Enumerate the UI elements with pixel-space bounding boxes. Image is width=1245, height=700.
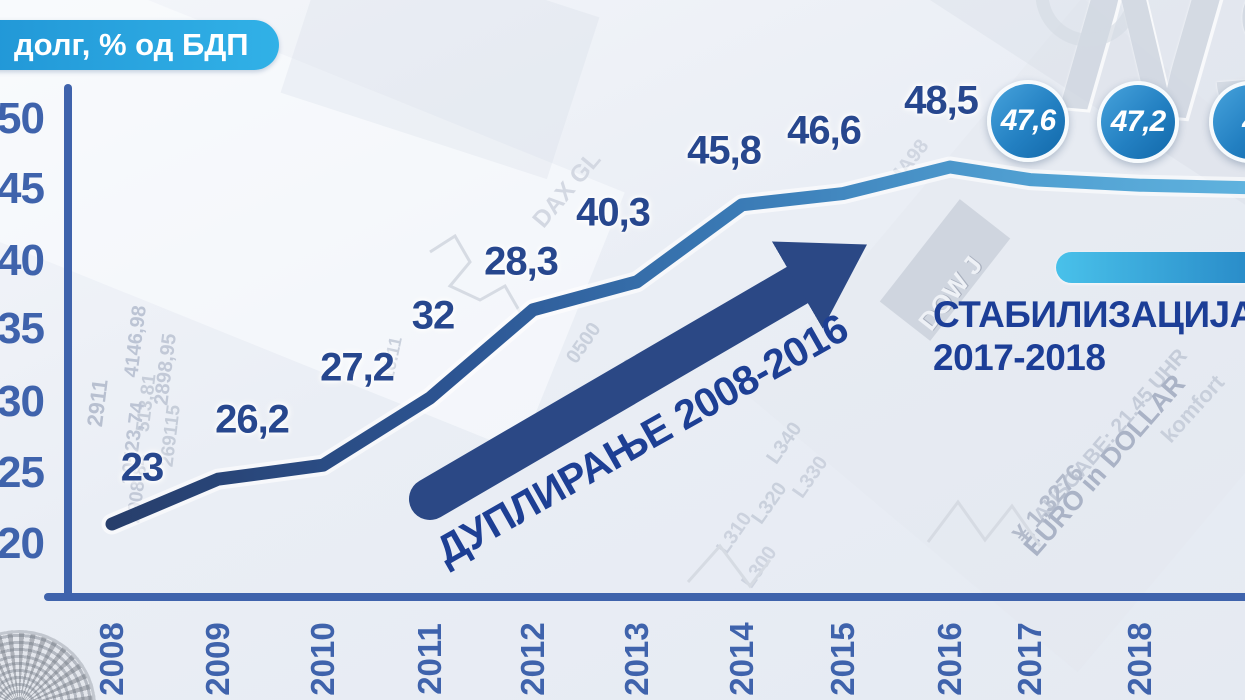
x-tick-label-2014: 2014: [723, 622, 760, 696]
chart-title-text: долг, % од БДП: [14, 27, 249, 62]
point-label-2011: 32: [411, 293, 455, 338]
stabilization-label: СТАБИЛИЗАЦИЈА 2017-2018: [933, 294, 1245, 380]
stabilization-label-line1: СТАБИЛИЗАЦИЈА: [933, 294, 1245, 335]
doubling-arrow: [409, 241, 867, 520]
point-label-2009: 26,2: [215, 397, 290, 442]
x-tick-label-2009: 2009: [199, 622, 236, 696]
y-tick-label: 20: [0, 519, 45, 568]
point-label-2014: 45,8: [687, 128, 762, 173]
x-tick-label-2016: 2016: [931, 622, 968, 696]
x-tick-label-2008: 2008: [93, 622, 130, 696]
y-tick-label: 40: [0, 236, 45, 285]
chart-title-badge: долг, % од БДП: [0, 20, 279, 70]
y-tick-label: 25: [0, 448, 45, 497]
x-tick-label-2018: 2018: [1121, 622, 1158, 696]
x-tick-label-2012: 2012: [514, 622, 551, 696]
y-tick-label: 30: [0, 377, 45, 426]
y-tick-label: 50: [0, 94, 45, 143]
y-tick-label: 45: [0, 164, 45, 213]
point-label-2015: 46,6: [787, 108, 862, 153]
point-badge-2017: 47,6: [987, 80, 1069, 162]
point-badge-2018: 47,2: [1097, 81, 1179, 163]
x-tick-label-2015: 2015: [824, 622, 861, 696]
stabilization-label-line2: 2017-2018: [933, 336, 1106, 378]
x-tick-label-2011: 2011: [411, 623, 448, 695]
point-label-2012: 28,3: [484, 239, 559, 284]
x-tick-label-2010: 2010: [304, 622, 341, 696]
stabilization-bar: [1056, 252, 1245, 283]
y-tick-label: 35: [0, 304, 45, 353]
point-label-2013: 40,3: [576, 190, 651, 235]
x-tick-label-2013: 2013: [618, 622, 655, 696]
point-label-2016: 48,5: [904, 78, 979, 123]
point-label-2008: 23: [120, 445, 164, 490]
point-label-2010: 27,2: [320, 345, 395, 390]
x-tick-label-2017: 2017: [1011, 622, 1048, 696]
debt-line: [105, 160, 1245, 531]
